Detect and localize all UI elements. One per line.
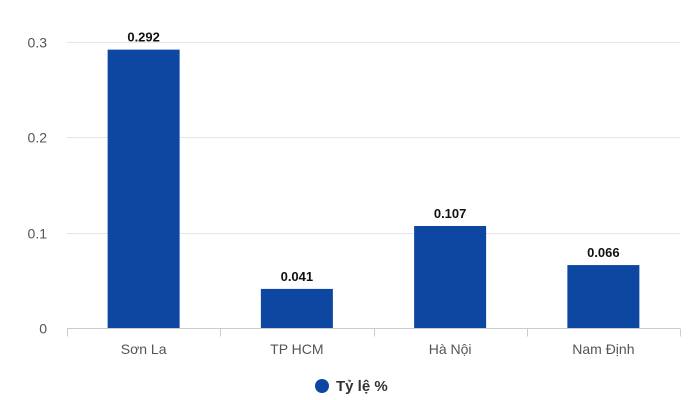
legend-label[interactable]: Tỷ lệ % — [336, 378, 388, 395]
bar-data-label: 0.107 — [434, 206, 467, 221]
bars — [107, 49, 640, 328]
bar[interactable] — [107, 49, 180, 328]
x-category-label: TP HCM — [270, 341, 323, 357]
y-tick-label: 0 — [39, 321, 47, 337]
legend-marker-icon[interactable] — [315, 379, 329, 393]
x-category-label: Nam Định — [572, 341, 634, 357]
y-tick-label: 0.3 — [28, 35, 48, 51]
data-labels: 0.292 0.041 0.107 0.066 — [127, 30, 619, 284]
x-category-label: Sơn La — [121, 341, 167, 357]
bar-data-label: 0.041 — [281, 269, 314, 284]
bar-data-label: 0.292 — [127, 30, 160, 45]
bar[interactable] — [567, 265, 640, 328]
bar[interactable] — [260, 288, 333, 328]
x-category-label: Hà Nội — [429, 341, 472, 357]
y-axis-ticks: 0 0.1 0.2 0.3 — [28, 35, 48, 337]
y-tick-label: 0.1 — [28, 226, 48, 242]
bar[interactable] — [414, 225, 487, 328]
bar-data-label: 0.066 — [587, 245, 620, 260]
legend[interactable]: Tỷ lệ % — [315, 378, 388, 395]
x-axis: Sơn La TP HCM Hà Nội Nam Định — [67, 328, 681, 357]
y-tick-label: 0.2 — [28, 130, 48, 146]
